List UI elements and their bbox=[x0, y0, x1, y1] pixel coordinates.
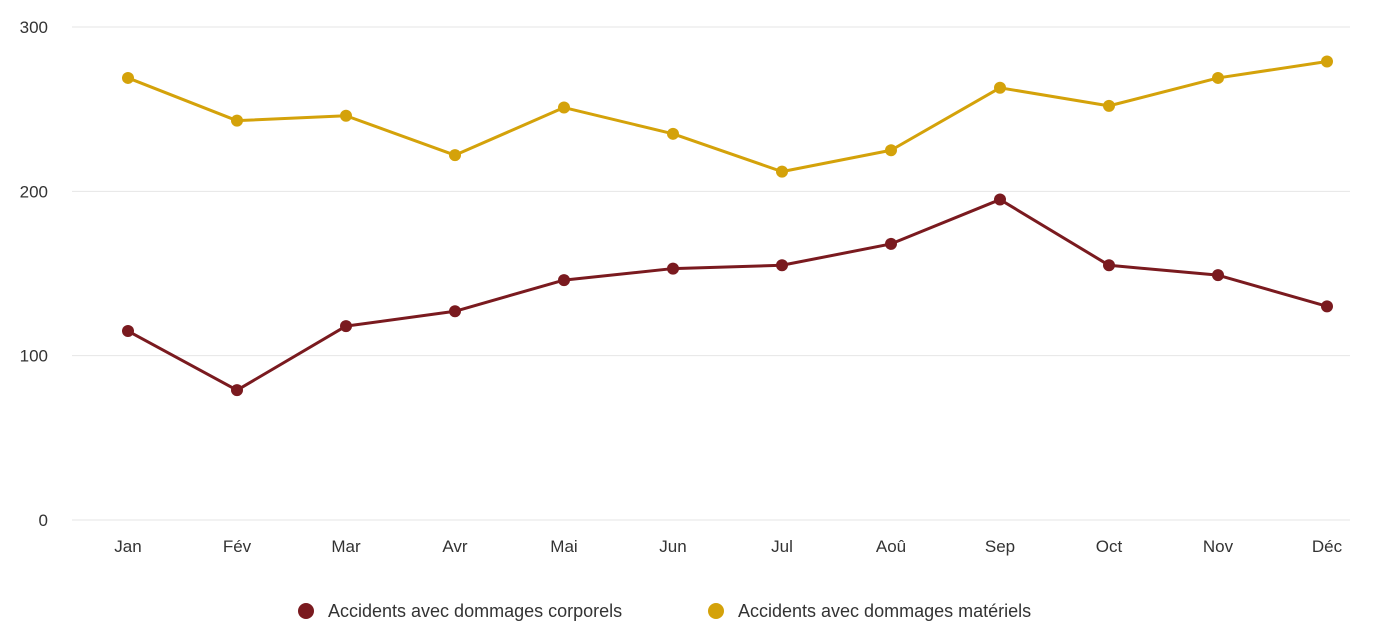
data-point[interactable] bbox=[776, 259, 788, 272]
x-tick-label: Oct bbox=[1096, 537, 1123, 556]
y-tick-label: 0 bbox=[39, 511, 48, 530]
grid-lines bbox=[72, 26, 1350, 521]
data-point[interactable] bbox=[667, 262, 679, 275]
series-line-2 bbox=[126, 60, 1329, 174]
x-tick-label: Avr bbox=[442, 537, 468, 556]
data-point[interactable] bbox=[449, 305, 461, 318]
data-point[interactable] bbox=[231, 114, 243, 127]
series-layer bbox=[122, 55, 1333, 397]
data-point[interactable] bbox=[1212, 269, 1224, 282]
data-point[interactable] bbox=[449, 149, 461, 162]
data-point[interactable] bbox=[558, 101, 570, 114]
data-point[interactable] bbox=[340, 320, 352, 333]
data-point[interactable] bbox=[231, 384, 243, 397]
data-point[interactable] bbox=[994, 193, 1006, 206]
data-point[interactable] bbox=[1103, 259, 1115, 272]
data-point[interactable] bbox=[1103, 99, 1115, 112]
data-point[interactable] bbox=[1212, 71, 1224, 84]
legend-label: Accidents avec dommages corporels bbox=[328, 601, 622, 621]
x-tick-label: Fév bbox=[223, 537, 252, 556]
data-point[interactable] bbox=[776, 165, 788, 178]
legend: Accidents avec dommages corporels Acciden… bbox=[298, 601, 1031, 621]
legend-label: Accidents avec dommages matériels bbox=[738, 601, 1031, 621]
legend-marker bbox=[708, 603, 724, 619]
legend-item-1[interactable]: Accidents avec dommages corporels bbox=[298, 601, 622, 621]
y-axis-ticks: 0 100 200 300 bbox=[20, 18, 48, 530]
x-tick-label: Nov bbox=[1203, 537, 1234, 556]
x-tick-label: Aoû bbox=[876, 537, 906, 556]
legend-item-2[interactable]: Accidents avec dommages matériels bbox=[708, 601, 1031, 621]
data-point[interactable] bbox=[340, 109, 352, 122]
series-1 bbox=[122, 193, 1333, 397]
data-point[interactable] bbox=[558, 274, 570, 287]
x-tick-label: Mar bbox=[331, 537, 361, 556]
x-tick-label: Jan bbox=[114, 537, 141, 556]
y-tick-label: 300 bbox=[20, 18, 48, 37]
data-point[interactable] bbox=[885, 144, 897, 157]
y-tick-label: 100 bbox=[20, 347, 48, 366]
x-axis-ticks: Jan Fév Mar Avr Mai Jun Jul Aoû Sep Oct Nov Déc bbox=[114, 537, 1342, 556]
data-point[interactable] bbox=[122, 325, 134, 338]
x-tick-label: Sep bbox=[985, 537, 1015, 556]
legend-marker bbox=[298, 603, 314, 619]
x-tick-label: Mai bbox=[550, 537, 577, 556]
series-2 bbox=[122, 55, 1333, 178]
data-point[interactable] bbox=[1321, 300, 1333, 313]
data-point[interactable] bbox=[885, 237, 897, 250]
data-point[interactable] bbox=[122, 71, 134, 84]
data-point[interactable] bbox=[994, 81, 1006, 94]
data-point[interactable] bbox=[667, 127, 679, 140]
x-tick-label: Jun bbox=[659, 537, 686, 556]
y-tick-label: 200 bbox=[20, 182, 48, 201]
data-point[interactable] bbox=[1321, 55, 1333, 68]
x-tick-label: Jul bbox=[771, 537, 793, 556]
series-line-1 bbox=[126, 198, 1329, 392]
x-tick-label: Déc bbox=[1312, 537, 1343, 556]
